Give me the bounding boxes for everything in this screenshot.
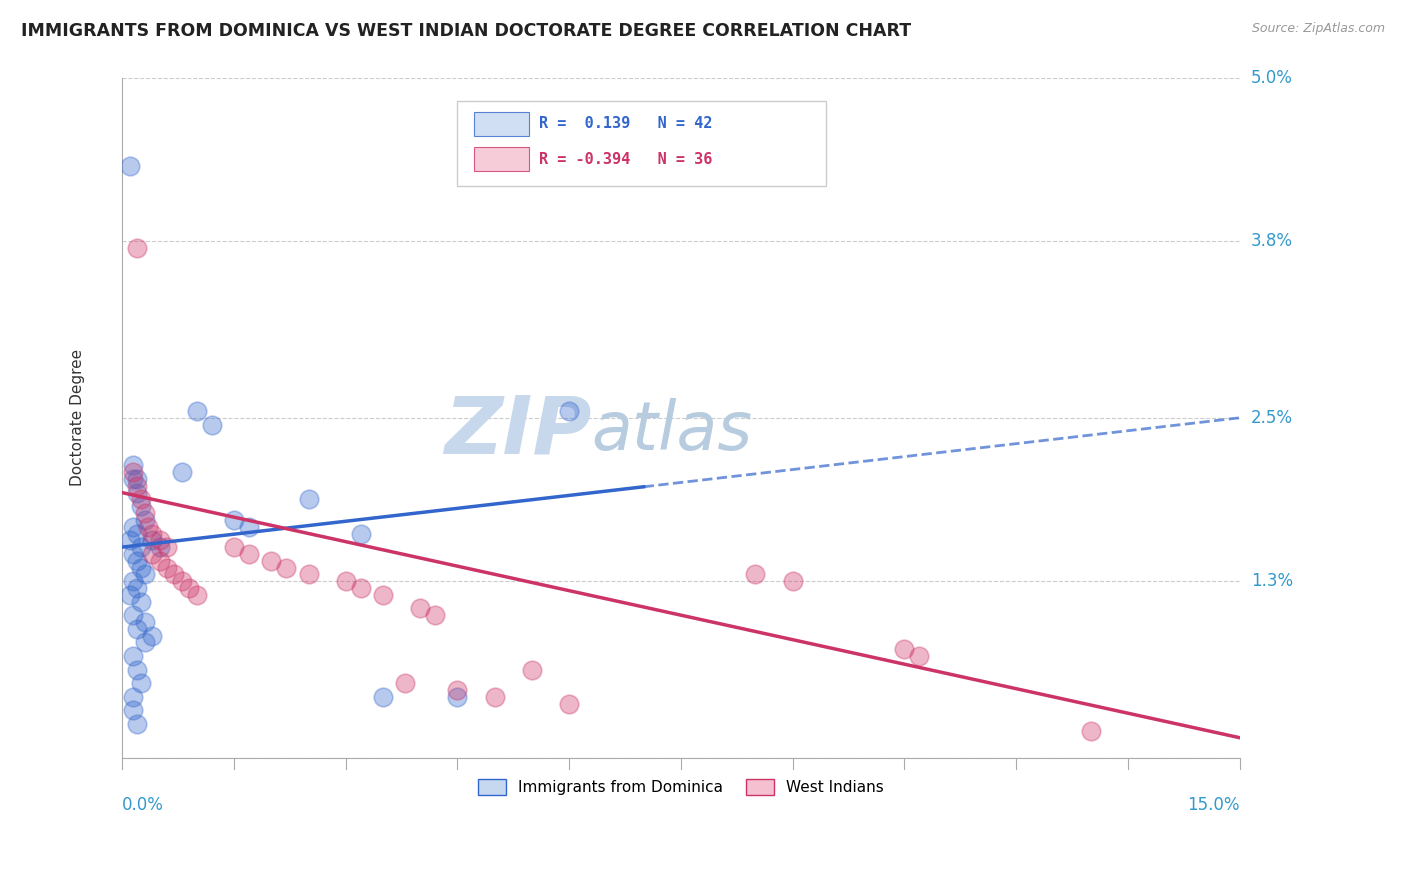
Point: [127, 485, 149, 500]
Text: IMMIGRANTS FROM DOMINICA VS WEST INDIAN DOCTORATE DEGREE CORRELATION CHART: IMMIGRANTS FROM DOMINICA VS WEST INDIAN …: [21, 22, 911, 40]
Point: [186, 404, 208, 418]
Point: [148, 533, 170, 548]
Point: [141, 526, 163, 541]
Point: [138, 519, 160, 533]
Point: [134, 513, 156, 527]
Point: [134, 615, 156, 629]
Point: [127, 622, 149, 636]
Point: [297, 567, 319, 582]
Point: [122, 458, 145, 473]
Point: [350, 526, 373, 541]
Point: [371, 690, 394, 704]
Text: 3.8%: 3.8%: [1251, 232, 1292, 250]
Point: [122, 574, 145, 589]
Text: Doctorate Degree: Doctorate Degree: [70, 350, 86, 486]
Text: 0.0%: 0.0%: [122, 797, 165, 814]
Point: [186, 588, 208, 602]
Point: [335, 574, 357, 589]
Point: [122, 519, 145, 533]
Point: [163, 567, 186, 582]
Point: [520, 663, 543, 677]
Point: [141, 547, 163, 561]
Text: ZIP: ZIP: [444, 392, 592, 470]
Point: [297, 492, 319, 507]
Point: [122, 472, 145, 486]
Point: [127, 472, 149, 486]
Text: 15.0%: 15.0%: [1187, 797, 1240, 814]
Legend: Immigrants from Dominica, West Indians: Immigrants from Dominica, West Indians: [472, 773, 890, 802]
Text: atlas: atlas: [592, 399, 752, 465]
Point: [558, 404, 581, 418]
Point: [371, 588, 394, 602]
Point: [148, 540, 170, 554]
Point: [156, 540, 179, 554]
Point: [129, 560, 152, 574]
Text: R =  0.139   N = 42: R = 0.139 N = 42: [538, 116, 713, 131]
Text: 5.0%: 5.0%: [1251, 69, 1292, 87]
Point: [156, 560, 179, 574]
Text: R = -0.394   N = 36: R = -0.394 N = 36: [538, 152, 713, 167]
Point: [122, 690, 145, 704]
Point: [170, 574, 193, 589]
Point: [127, 717, 149, 731]
Point: [129, 500, 152, 514]
Point: [122, 703, 145, 717]
Point: [276, 560, 298, 574]
Point: [222, 540, 245, 554]
Point: [222, 513, 245, 527]
Point: [484, 690, 506, 704]
Point: [122, 547, 145, 561]
FancyBboxPatch shape: [474, 112, 529, 136]
Point: [423, 608, 446, 623]
FancyBboxPatch shape: [474, 147, 529, 171]
Point: [129, 676, 152, 690]
Text: Source: ZipAtlas.com: Source: ZipAtlas.com: [1251, 22, 1385, 36]
Point: [118, 533, 141, 548]
Point: [744, 567, 766, 582]
Point: [260, 554, 283, 568]
Point: [350, 581, 373, 595]
Point: [134, 506, 156, 520]
Point: [118, 159, 141, 173]
Point: [127, 241, 149, 255]
Point: [238, 519, 260, 533]
Point: [127, 554, 149, 568]
Point: [127, 663, 149, 677]
Point: [148, 554, 170, 568]
Point: [446, 683, 468, 698]
Point: [558, 697, 581, 711]
Point: [893, 642, 915, 657]
Point: [122, 465, 145, 479]
Point: [238, 547, 260, 561]
Point: [446, 690, 468, 704]
Point: [118, 588, 141, 602]
Point: [129, 594, 152, 608]
Point: [782, 574, 804, 589]
Point: [179, 581, 201, 595]
Text: 2.5%: 2.5%: [1251, 409, 1292, 426]
Point: [122, 648, 145, 663]
Point: [141, 629, 163, 643]
Point: [394, 676, 416, 690]
Point: [129, 492, 152, 507]
Point: [1080, 723, 1102, 738]
FancyBboxPatch shape: [457, 102, 827, 186]
Point: [127, 526, 149, 541]
Point: [908, 648, 931, 663]
Point: [129, 540, 152, 554]
Point: [134, 635, 156, 649]
Point: [170, 465, 193, 479]
Point: [409, 601, 432, 615]
Point: [141, 533, 163, 548]
Point: [127, 581, 149, 595]
Point: [201, 417, 224, 432]
Point: [134, 567, 156, 582]
Point: [122, 608, 145, 623]
Text: 1.3%: 1.3%: [1251, 572, 1294, 591]
Point: [127, 479, 149, 493]
